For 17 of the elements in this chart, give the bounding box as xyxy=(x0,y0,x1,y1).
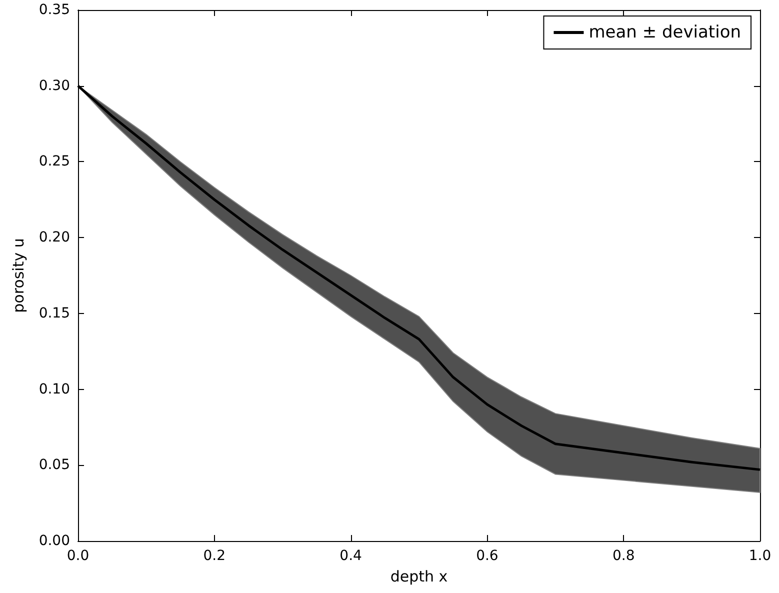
y-tick-label: 0.30 xyxy=(38,78,70,94)
y-tick-label: 0.35 xyxy=(38,2,70,18)
y-tick-label: 0.15 xyxy=(38,305,70,322)
x-tick-label: 0.8 xyxy=(612,548,635,564)
y-tick-label: 0.25 xyxy=(38,154,70,170)
x-tick-label: 0.4 xyxy=(340,548,362,564)
y-axis-title: porosity u xyxy=(10,238,28,313)
x-tick-label: 1.0 xyxy=(748,548,772,564)
x-tick-label: 0.0 xyxy=(66,548,90,564)
y-tick-label: 0.10 xyxy=(38,381,70,398)
x-axis-title: depth x xyxy=(390,568,448,586)
y-tick-label: 0.20 xyxy=(38,230,70,246)
x-tick-label: 0.2 xyxy=(203,548,226,564)
y-tick-label: 0.05 xyxy=(38,457,70,474)
legend-label: mean ± deviation xyxy=(588,22,742,42)
y-tick-label: 0.00 xyxy=(38,533,70,549)
x-tick-label: 0.6 xyxy=(476,548,498,564)
